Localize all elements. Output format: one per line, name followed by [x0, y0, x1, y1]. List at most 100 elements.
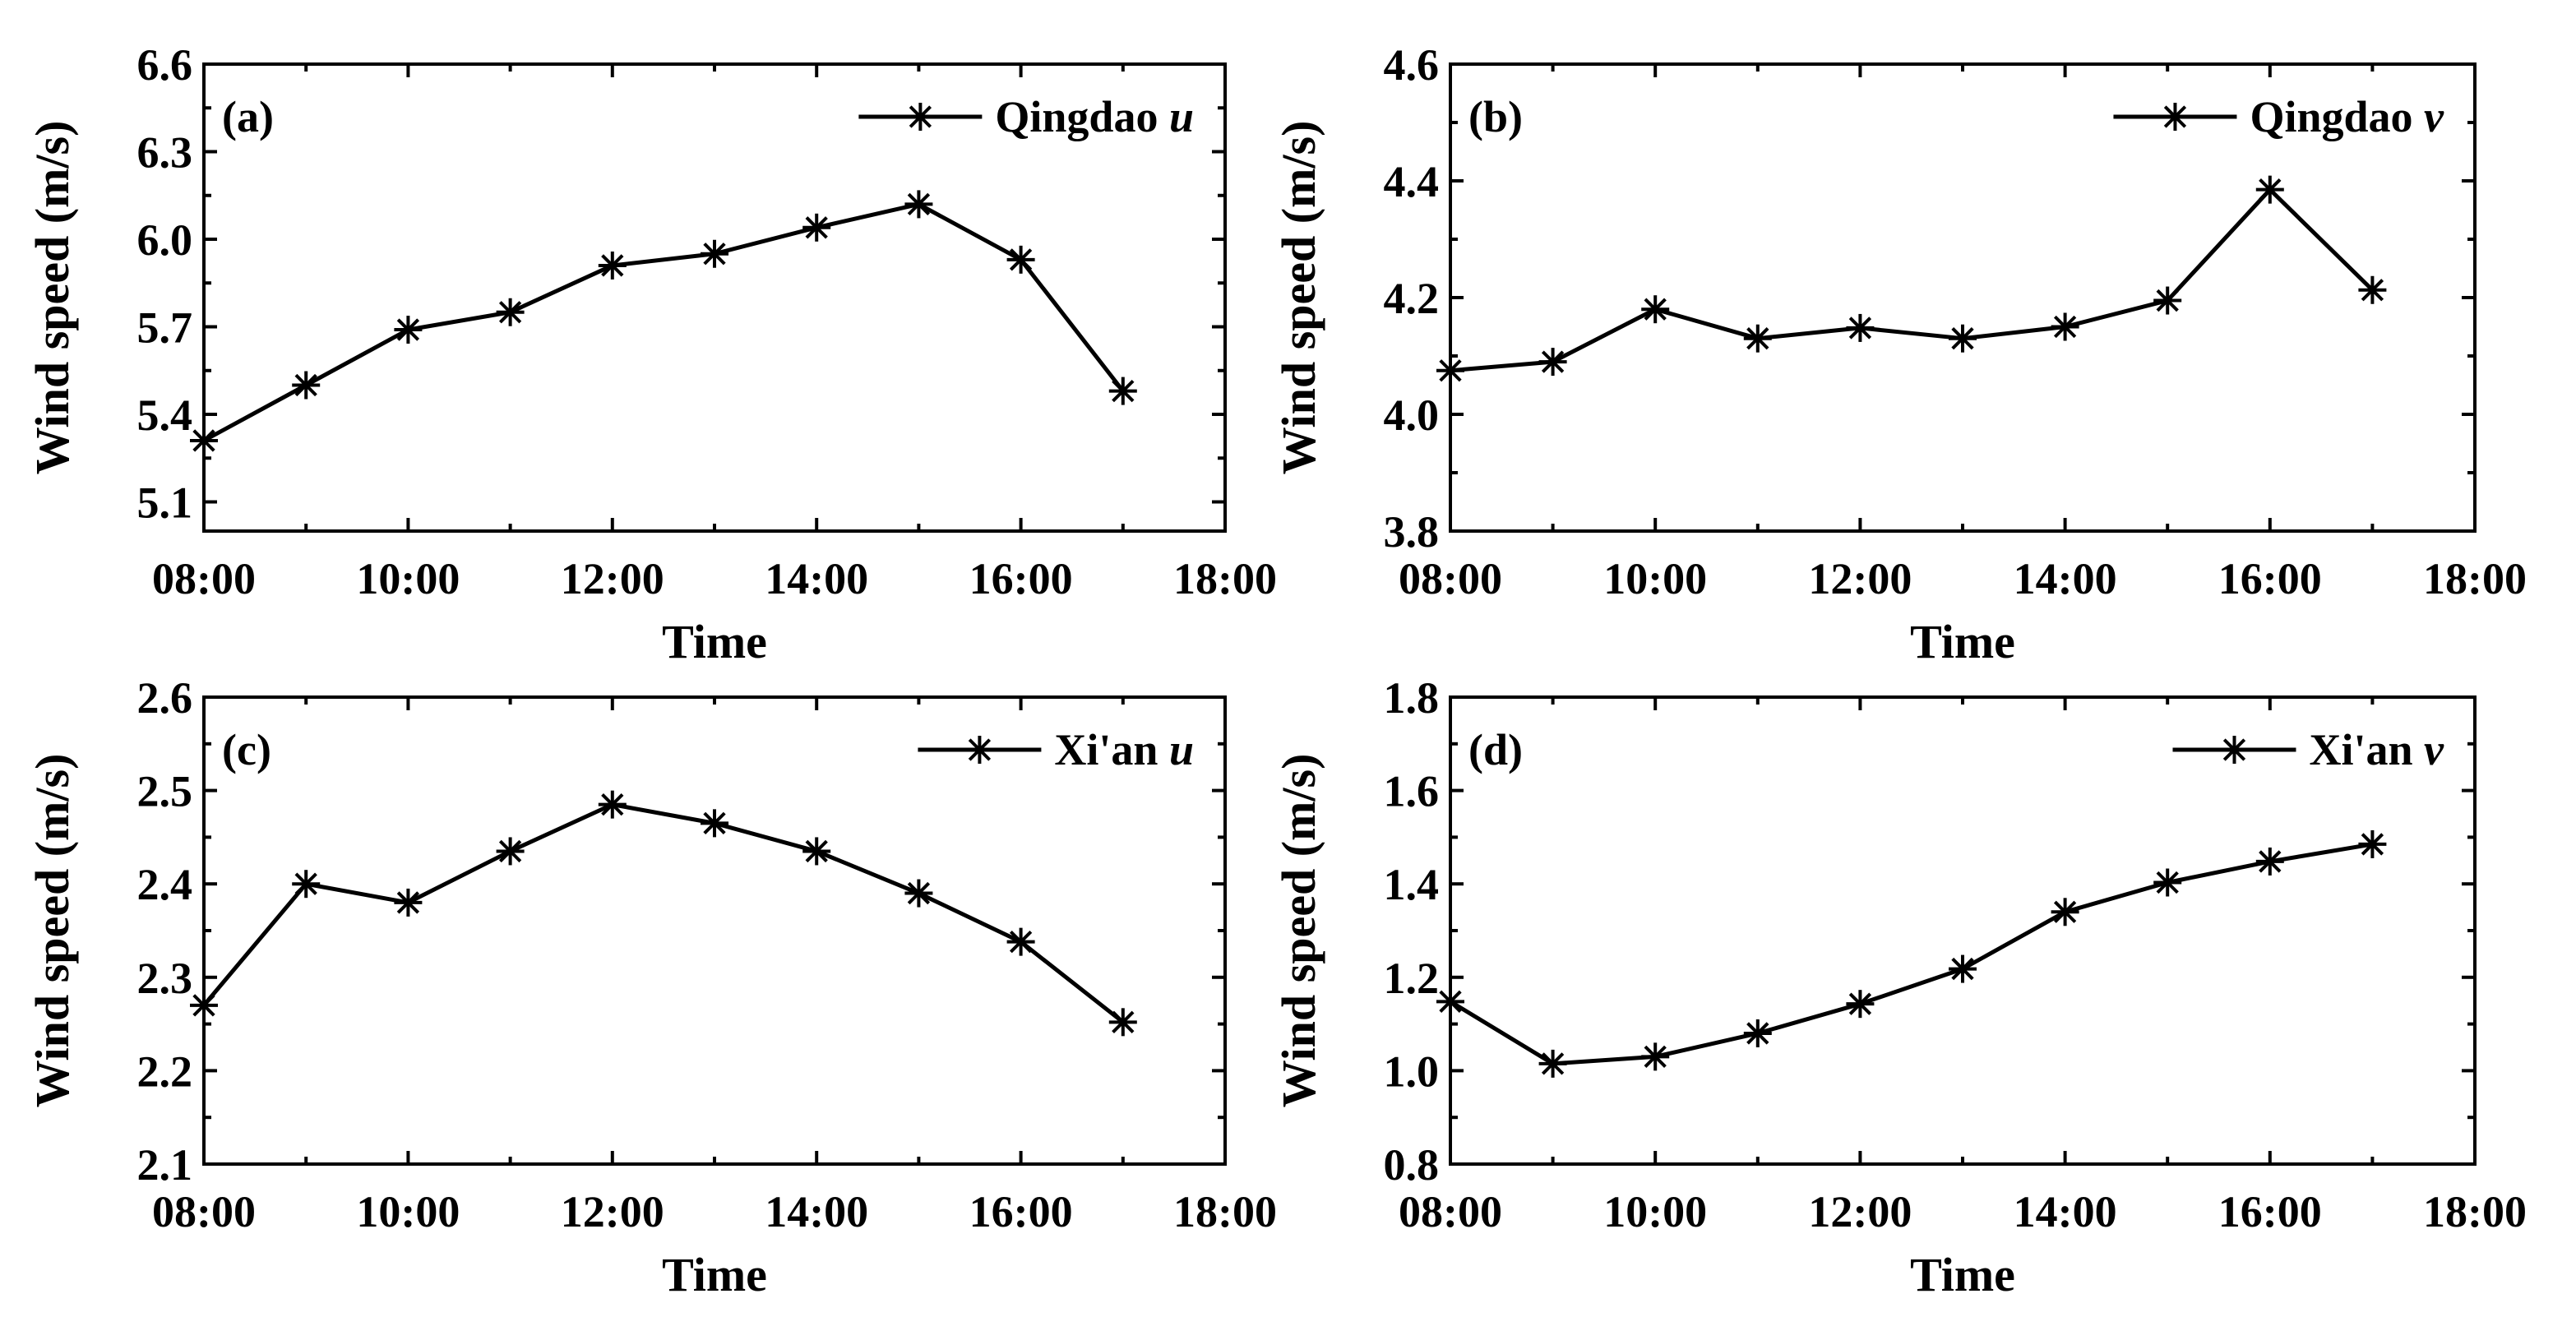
marker-stroke — [1439, 359, 1462, 382]
data-point — [598, 790, 627, 819]
marker-stroke — [968, 738, 992, 761]
marker-stroke — [703, 811, 726, 835]
data-point — [394, 888, 423, 917]
legend-space — [2413, 725, 2425, 774]
legend-component: v — [2424, 725, 2444, 774]
chart-panel-d: 08:00 10:00 12:00 14:00 16:00 18:00 0.8 1.0 1.2 1… — [1272, 673, 2527, 1301]
y-tick-label: 1.4 — [1384, 860, 1440, 909]
data-point — [1006, 927, 1035, 956]
y-tick-label: 4.2 — [1384, 274, 1440, 323]
marker-stroke — [805, 839, 828, 863]
data-point — [1743, 1019, 1772, 1047]
marker-stroke — [396, 318, 420, 341]
data-point — [1006, 245, 1035, 274]
marker-stroke — [1112, 379, 1135, 403]
data-point — [1436, 987, 1464, 1016]
y-tick-label: 2.5 — [137, 767, 193, 816]
x-tick-label: 14:00 — [2014, 1187, 2117, 1236]
y-tick-label: 6.6 — [137, 40, 193, 90]
legend-marker — [965, 736, 994, 764]
data-point — [1538, 1049, 1567, 1078]
data-point — [1538, 348, 1567, 377]
chart-panel-c: 08:00 10:00 12:00 14:00 16:00 18:00 2.1 2.2 2.3 2… — [25, 673, 1277, 1301]
x-tick-label: 18:00 — [1173, 554, 1277, 603]
x-tick-label: 16:00 — [2218, 554, 2322, 603]
x-tick-label: 10:00 — [356, 554, 460, 603]
x-tick-label: 10:00 — [1603, 554, 1707, 603]
data-point — [2051, 898, 2079, 926]
data-point — [1743, 324, 1772, 353]
y-axis-title: Wind speed (m/s) — [1272, 121, 1325, 475]
marker-stroke — [909, 105, 932, 128]
marker-stroke — [396, 891, 420, 914]
y-tick-label: 2.6 — [137, 673, 193, 723]
marker-stroke — [1541, 350, 1565, 373]
panel-label: (a) — [222, 92, 274, 141]
marker-stroke — [1746, 1022, 1769, 1045]
y-tick-label: 6.3 — [137, 128, 193, 178]
data-point — [394, 316, 423, 344]
x-tick-label: 14:00 — [2014, 554, 2117, 603]
marker-stroke — [1009, 248, 1033, 271]
data-point — [1108, 377, 1137, 405]
marker-stroke — [1848, 317, 1872, 340]
data-point — [2255, 847, 2284, 876]
series-line — [1449, 842, 2373, 1066]
data-point — [2153, 868, 2182, 897]
data-point — [1846, 990, 1875, 1019]
marker-stroke — [601, 792, 624, 816]
marker-stroke — [1951, 957, 1974, 981]
y-tick-label: 2.2 — [137, 1047, 193, 1096]
x-tick-label: 18:00 — [2423, 554, 2527, 603]
legend-marker — [906, 103, 935, 131]
marker-stroke — [1848, 992, 1872, 1015]
marker-stroke — [703, 243, 726, 266]
marker-stroke — [1951, 327, 1974, 350]
data-point — [190, 991, 218, 1019]
y-tick-label: 4.6 — [1384, 40, 1440, 90]
x-tick-label: 18:00 — [2423, 1187, 2527, 1236]
x-tick-label: 08:00 — [152, 1187, 256, 1236]
marker-stroke — [2053, 315, 2077, 339]
y-tick-label: 1.0 — [1384, 1047, 1440, 1096]
data-point — [701, 809, 728, 838]
marker-stroke — [1541, 1052, 1565, 1075]
y-axis-title: Wind speed (m/s) — [25, 754, 79, 1108]
chart-panel-a: 08:00 10:00 12:00 14:00 16:00 18:00 5.1 5.4 5.7 6… — [25, 40, 1277, 668]
data-point — [496, 837, 525, 866]
x-tick-label: 12:00 — [561, 554, 664, 603]
panel-label: (d) — [1468, 725, 1523, 774]
data-point — [496, 298, 525, 326]
y-tick-label: 1.6 — [1384, 767, 1440, 816]
data-point — [904, 879, 933, 908]
data-point — [802, 213, 831, 242]
y-axis-title: Wind speed (m/s) — [1272, 754, 1325, 1108]
data-point — [2153, 286, 2182, 315]
y-tick-label: 4.4 — [1384, 157, 1440, 206]
data-point — [292, 870, 321, 899]
legend-space — [1158, 725, 1169, 774]
y-tick-label: 5.1 — [137, 478, 193, 528]
legend-label: Xi'an u — [1054, 725, 1194, 774]
marker-stroke — [2361, 833, 2384, 856]
data-point — [1949, 954, 1977, 983]
marker-stroke — [1746, 327, 1769, 350]
x-tick-label: 18:00 — [1173, 1187, 1277, 1236]
marker-stroke — [2361, 279, 2384, 302]
marker-stroke — [192, 994, 215, 1017]
legend-label: Qingdao u — [995, 92, 1194, 141]
legend-name: Qingdao — [995, 92, 1158, 141]
data-point — [2051, 312, 2079, 341]
x-tick-label: 16:00 — [969, 1187, 1073, 1236]
x-tick-label: 16:00 — [2218, 1187, 2322, 1236]
data-point — [292, 371, 321, 400]
marker-stroke — [294, 872, 317, 895]
y-tick-label: 2.1 — [137, 1140, 193, 1190]
marker-stroke — [2053, 900, 2077, 923]
marker-stroke — [2259, 850, 2282, 873]
marker-stroke — [1644, 298, 1667, 321]
data-point — [904, 190, 933, 219]
legend-label: Qingdao v — [2250, 92, 2444, 141]
marker-stroke — [2156, 871, 2179, 894]
